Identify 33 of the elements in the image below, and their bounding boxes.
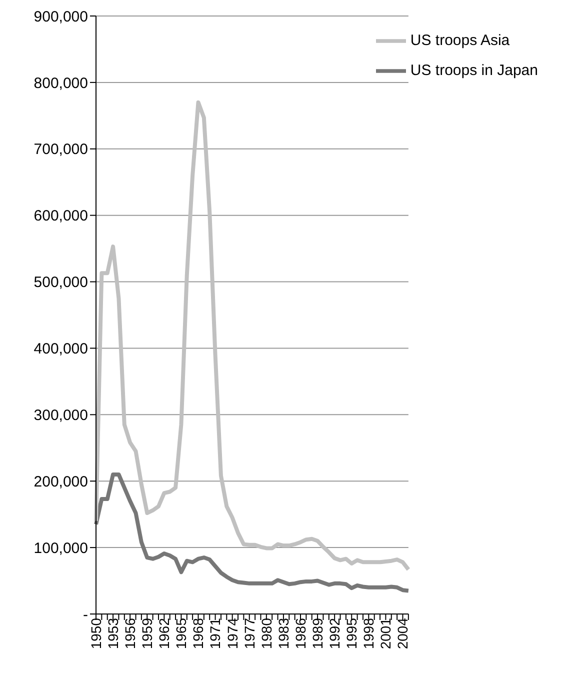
x-tick-label: 1953 [104, 618, 121, 650]
x-tick-label: 1983 [275, 618, 292, 650]
y-tick-label: 200,000 [34, 473, 88, 490]
y-tick-label: - [83, 606, 88, 624]
x-tick-label: 1998 [360, 618, 377, 650]
y-tick-label: 100,000 [34, 540, 88, 557]
y-tick-label: 700,000 [34, 141, 88, 158]
x-tick-label: 1968 [190, 618, 206, 650]
line-series [94, 100, 410, 572]
x-tick-label: 1989 [309, 618, 326, 650]
x-tick-label: 1986 [292, 618, 308, 650]
y-tick-label: 900,000 [34, 8, 88, 26]
y-tick-label: 600,000 [34, 208, 88, 225]
x-tick-label: 1971 [207, 618, 224, 650]
y-tick-label: 400,000 [34, 340, 88, 358]
legend-label: US troops Asia [410, 32, 510, 49]
y-tick-label: 500,000 [34, 274, 88, 292]
x-tick-label: 2004 [394, 618, 411, 650]
x-tick-label: 1995 [344, 618, 360, 650]
x-tick-label: 1956 [122, 618, 138, 650]
x-tick-label: 2001 [378, 618, 394, 650]
x-tick-label: 1977 [241, 618, 258, 650]
legend-label: US troops in Japan [410, 62, 538, 79]
x-tick-label: 1974 [224, 618, 240, 650]
x-tick-label: 1962 [156, 618, 172, 650]
y-tick-label: 800,000 [34, 74, 88, 92]
x-tick-label: 1980 [258, 618, 274, 650]
x-tick-label: 1959 [139, 618, 156, 650]
x-tick-label: 1992 [326, 618, 343, 650]
line-series [94, 472, 410, 593]
y-tick-label: 300,000 [34, 406, 88, 424]
x-tick-label: 1950 [88, 618, 104, 650]
x-tick-label: 1965 [173, 618, 190, 650]
